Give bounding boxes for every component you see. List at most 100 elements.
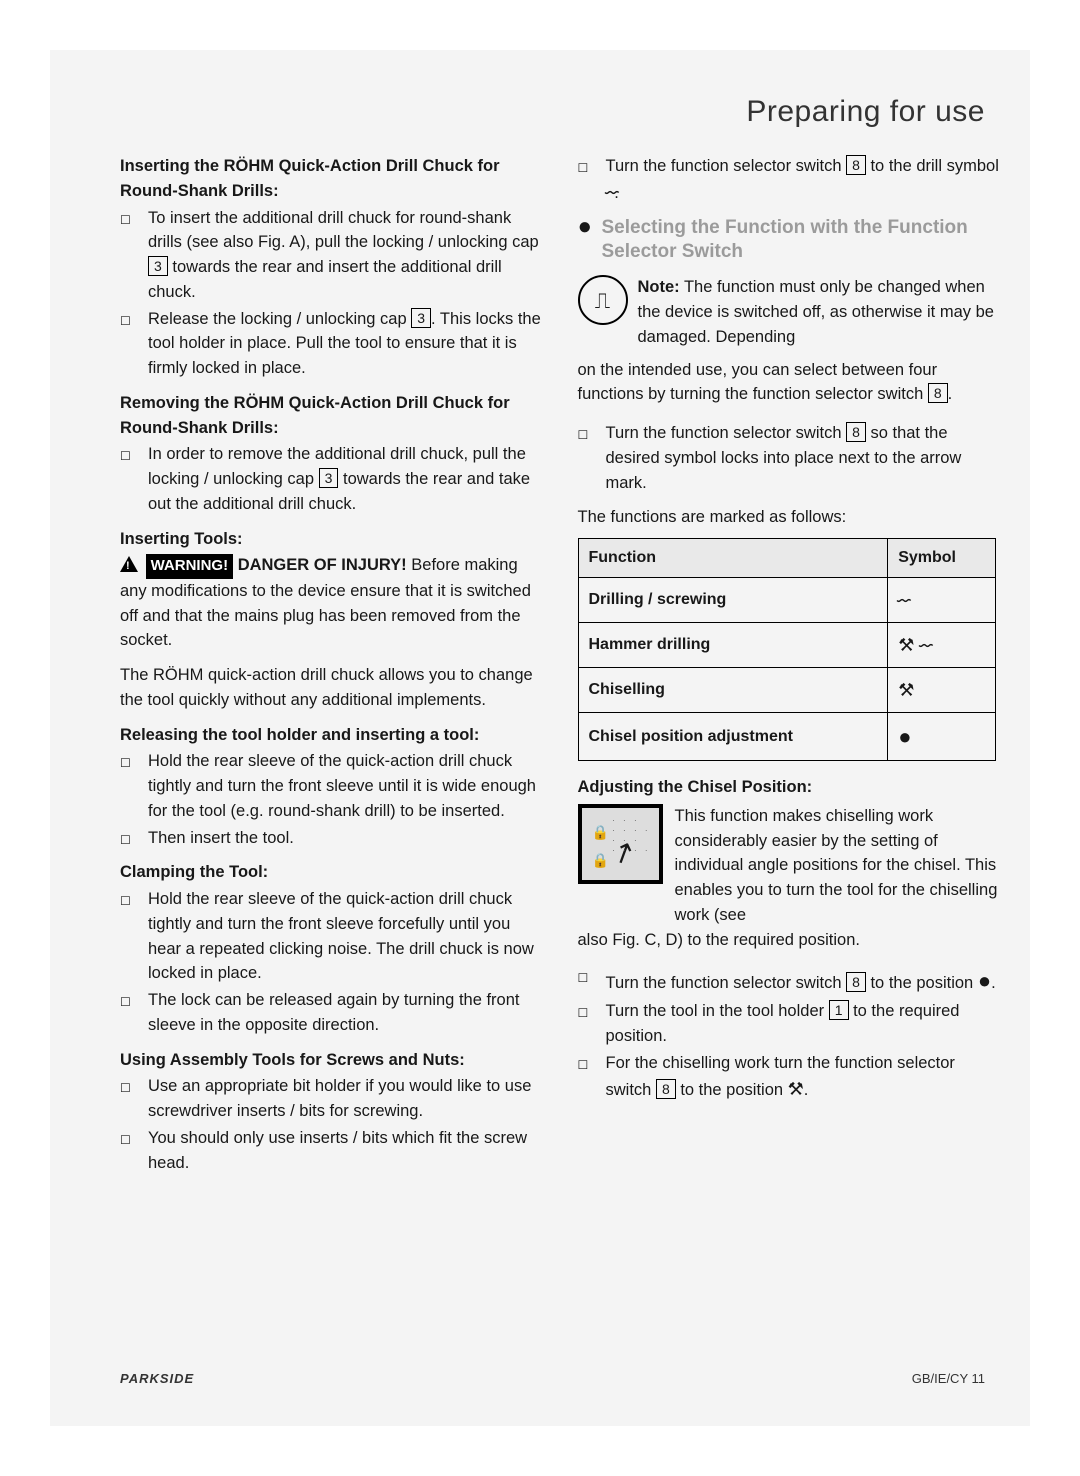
left-column: Inserting the RÖHM Quick-Action Drill Ch… [120, 154, 548, 1177]
paragraph: The functions are marked as follows: [578, 505, 1006, 530]
drill-symbol-icon: ⌇ [911, 641, 938, 650]
drill-symbol-icon: ⌇ [596, 188, 623, 197]
table-row: Chiselling ⚒ [578, 668, 996, 713]
table-cell: Chisel position adjustment [578, 713, 888, 761]
list-item: ☐ Use an appropriate bit holder if you w… [120, 1074, 548, 1124]
note-label: Note: [638, 278, 680, 296]
text: to the position [866, 974, 978, 992]
list-item: ☐ Release the locking / unlocking cap 3.… [120, 307, 548, 381]
table-row: Drilling / screwing ⌇ [578, 578, 996, 623]
heading-insert-chuck: Inserting the RÖHM Quick-Action Drill Ch… [120, 154, 548, 204]
list-item: ☐ Then insert the tool. [120, 826, 548, 851]
list-text: Turn the function selector switch 8 to t… [606, 154, 1006, 206]
text: Release the locking / unlocking cap [148, 310, 411, 328]
checkbox-icon: ☐ [120, 826, 148, 851]
list-text: Turn the function selector switch 8 to t… [606, 964, 1006, 997]
warning-bold: DANGER OF INJURY! [238, 556, 407, 574]
text: Turn the tool in the tool holder [606, 1002, 829, 1020]
text: The function must only be changed when t… [638, 278, 994, 346]
table-header: Symbol [888, 539, 996, 578]
table-cell: Hammer drilling [578, 623, 888, 668]
section-header: ● Selecting the Function with the Functi… [578, 216, 1006, 264]
text: Turn the function selector switch [606, 424, 847, 442]
two-column-layout: Inserting the RÖHM Quick-Action Drill Ch… [120, 154, 1005, 1177]
chisel-text-cont: also Fig. C, D) to the required position… [578, 928, 1006, 953]
text: towards the rear and insert the addition… [148, 258, 502, 301]
checkbox-icon: ☐ [578, 999, 606, 1049]
warning-triangle-icon [120, 556, 138, 572]
ref-number: 8 [656, 1079, 676, 1099]
page-footer: PARKSIDE GB/IE/CY 11 [120, 1371, 985, 1386]
checkbox-icon: ☐ [578, 964, 606, 997]
content-area: Preparing for use Inserting the RÖHM Qui… [120, 95, 1005, 1396]
ref-number: 8 [846, 422, 866, 442]
list-item: ☐ Turn the function selector switch 8 to… [578, 154, 1006, 206]
page-number: GB/IE/CY 11 [912, 1371, 985, 1386]
list-item: ☐ Turn the tool in the tool holder 1 to … [578, 999, 1006, 1049]
checkbox-icon: ☐ [120, 442, 148, 516]
checkbox-icon: ☐ [120, 206, 148, 305]
warning-block: WARNING! DANGER OF INJURY! Before making… [120, 553, 548, 653]
note-block: ⎍ Note: The function must only be change… [578, 275, 1006, 349]
heading-releasing-tool: Releasing the tool holder and inserting … [120, 723, 548, 748]
text: . [804, 1081, 809, 1099]
list-item: ☐ To insert the additional drill chuck f… [120, 206, 548, 305]
list-text: Turn the tool in the tool holder 1 to th… [606, 999, 1006, 1049]
bullet-icon: ● [578, 216, 602, 264]
note-continued: on the intended use, you can select betw… [578, 358, 1006, 408]
ref-number: 8 [928, 383, 948, 403]
list-text: Hold the rear sleeve of the quick-action… [148, 887, 548, 986]
table-cell-symbol: ⚒ [888, 668, 996, 713]
table-cell: Chiselling [578, 668, 888, 713]
table-cell-symbol: ● [888, 713, 996, 761]
list-item: ☐ Hold the rear sleeve of the quick-acti… [120, 749, 548, 823]
list-text: The lock can be released again by turnin… [148, 988, 548, 1038]
warning-label: WARNING! [146, 554, 234, 579]
list-text: Use an appropriate bit holder if you wou… [148, 1074, 548, 1124]
paragraph: The RÖHM quick-action drill chuck allows… [120, 663, 548, 713]
list-item: ☐ Turn the function selector switch 8 so… [578, 421, 1006, 495]
ref-number: 3 [411, 308, 431, 328]
list-item: ☐ Turn the function selector switch 8 to… [578, 964, 1006, 997]
list-text: Then insert the tool. [148, 826, 548, 851]
right-column: ☐ Turn the function selector switch 8 to… [578, 154, 1006, 1177]
text: to the position [676, 1081, 788, 1099]
list-text: In order to remove the additional drill … [148, 442, 548, 516]
text: on the intended use, you can select betw… [578, 361, 938, 404]
checkbox-icon: ☐ [578, 154, 606, 206]
table-cell-symbol: ⌇ [888, 578, 996, 623]
chisel-figure-row: 🔒🔒↗ · · ·· · · ·· · ·· · · · This functi… [578, 804, 1006, 928]
list-text: Release the locking / unlocking cap 3. T… [148, 307, 548, 381]
dot-symbol-icon: ● [978, 968, 991, 993]
checkbox-icon: ☐ [120, 1074, 148, 1124]
list-item: ☐ For the chiselling work turn the funct… [578, 1051, 1006, 1103]
functions-table: Function Symbol Drilling / screwing ⌇ Ha… [578, 538, 997, 761]
list-item: ☐ The lock can be released again by turn… [120, 988, 548, 1038]
dot-symbol-icon: ● [898, 724, 911, 749]
ref-number: 8 [846, 972, 866, 992]
list-item: ☐ In order to remove the additional dril… [120, 442, 548, 516]
heading-assembly-tools: Using Assembly Tools for Screws and Nuts… [120, 1048, 548, 1073]
heading-clamping-tool: Clamping the Tool: [120, 860, 548, 885]
checkbox-icon: ☐ [120, 307, 148, 381]
text: Turn the function selector switch [606, 974, 847, 992]
table-cell-symbol: ⚒ ⌇ [888, 623, 996, 668]
heading-remove-chuck: Removing the RÖHM Quick-Action Drill Chu… [120, 391, 548, 441]
list-text: To insert the additional drill chuck for… [148, 206, 548, 305]
checkbox-icon: ☐ [578, 421, 606, 495]
checkbox-icon: ☐ [120, 887, 148, 986]
chisel-figure-icon: 🔒🔒↗ · · ·· · · ·· · ·· · · · [578, 804, 663, 884]
hammer-symbol-icon: ⚒ [788, 1079, 804, 1099]
ref-number: 3 [319, 468, 339, 488]
chisel-text-inline: This function makes chiselling work cons… [675, 804, 1006, 928]
checkbox-icon: ☐ [120, 749, 148, 823]
table-row: Hammer drilling ⚒ ⌇ [578, 623, 996, 668]
table-header-row: Function Symbol [578, 539, 996, 578]
table-row: Chisel position adjustment ● [578, 713, 996, 761]
note-device-icon: ⎍ [578, 275, 628, 325]
list-text: Turn the function selector switch 8 so t… [606, 421, 1006, 495]
text: . [991, 974, 996, 992]
hammer-symbol-icon: ⚒ [898, 680, 914, 700]
brand-logo: PARKSIDE [120, 1371, 194, 1386]
ref-number: 8 [846, 155, 866, 175]
